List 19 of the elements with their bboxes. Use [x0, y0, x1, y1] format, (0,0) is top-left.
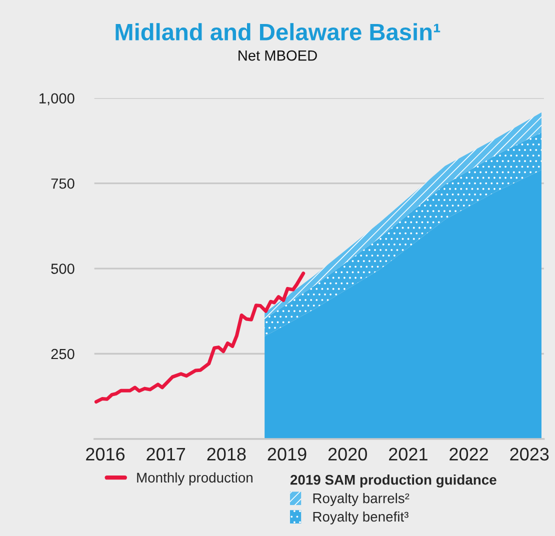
y-tick-label: 1,000: [40, 93, 74, 106]
chart-title: Midland and Delaware Basin¹: [116, 23, 440, 40]
y-tick-label: 750: [51, 178, 74, 189]
x-tick-label: 2019: [268, 448, 306, 461]
x-tick-label: 2018: [207, 448, 246, 461]
x-tick-label: 2020: [328, 448, 367, 461]
x-tick-label: 2017: [146, 448, 186, 461]
chart-subtitle: Net MBOED: [238, 50, 317, 61]
legend-title: 2019 SAM production guidance: [290, 474, 496, 488]
x-tick-label: 2023: [510, 448, 549, 461]
x-tick-label: 2022: [450, 448, 488, 461]
legend-label: Royalty benefit³: [313, 511, 408, 524]
legend-label: Royalty barrels²: [313, 493, 410, 506]
y-tick-label: 500: [51, 264, 74, 274]
line-series: [94, 272, 306, 404]
legend-label: Monthly production: [137, 472, 252, 486]
x-tick-label: 2021: [389, 448, 428, 461]
y-tick-label: 250: [51, 348, 74, 360]
x-tick-label: 2016: [86, 448, 125, 461]
